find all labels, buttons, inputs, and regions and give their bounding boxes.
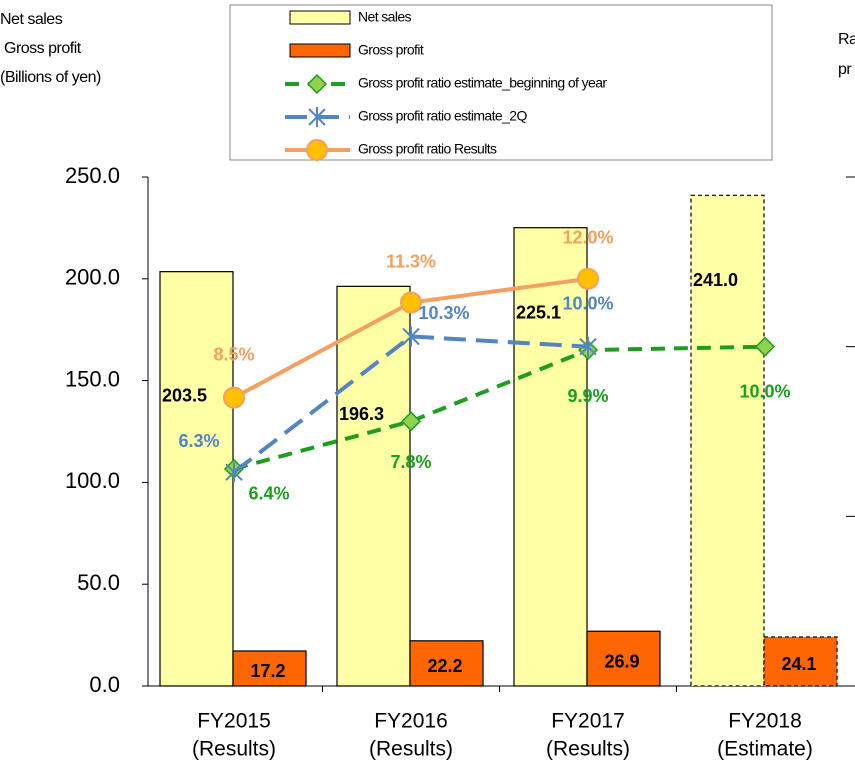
legend-label: Gross profit ratio Results: [358, 141, 497, 157]
marker: [308, 107, 326, 127]
x-tick-label: FY2016: [374, 710, 448, 733]
bar: [690, 194, 765, 687]
x-tick-label: (Estimate): [717, 738, 813, 761]
marker: [579, 336, 597, 357]
x-tick-label: (Results): [546, 738, 630, 761]
bar: [232, 650, 307, 687]
y-axis-label: Net sales: [0, 11, 63, 28]
y-tick-label: 200.0: [65, 265, 120, 290]
data-label: 196.3: [339, 404, 384, 424]
y2-axis-label: Ra: [838, 31, 855, 48]
x-tick-label: (Results): [369, 738, 453, 761]
data-label: 6.3%: [178, 431, 219, 451]
data-label: 241.0: [693, 270, 738, 290]
bar: [409, 640, 484, 687]
data-label: 26.9: [604, 651, 639, 671]
line: [232, 334, 589, 474]
x-tick-label: (Results): [192, 738, 276, 761]
y-axis-label: (Billions of yen): [0, 69, 101, 86]
legend-swatch: [289, 10, 351, 25]
marker: [306, 73, 328, 95]
marker: [402, 326, 420, 347]
y-tick-label: 50.0: [77, 570, 120, 595]
y-tick-label: 0.0: [89, 672, 120, 697]
x-tick-label: FY2017: [551, 710, 625, 733]
y-tick-label: 100.0: [65, 468, 120, 493]
marker: [400, 411, 422, 432]
y-axis-label: Gross profit: [4, 40, 82, 57]
data-label: 225.1: [516, 302, 561, 322]
legend-label: Net sales: [358, 9, 412, 25]
data-label: 9.9%: [567, 386, 608, 406]
data-label: 10.3%: [418, 303, 469, 323]
legend-label: Gross profit ratio estimate_beginning of…: [358, 75, 607, 91]
legend-swatch: [289, 43, 351, 58]
data-label: 10.0%: [739, 381, 790, 401]
marker: [306, 139, 328, 161]
data-label: 8.5%: [213, 344, 254, 364]
marker: [577, 267, 599, 290]
data-label: 24.1: [781, 654, 816, 674]
x-tick-label: FY2015: [197, 710, 271, 733]
bar: [763, 636, 838, 687]
y2-axis-label: pr: [838, 61, 852, 78]
marker: [223, 386, 245, 409]
y-tick-label: 250.0: [65, 163, 120, 188]
x-tick-label: FY2018: [728, 710, 802, 733]
bar: [513, 227, 588, 687]
data-label: 203.5: [162, 385, 207, 405]
data-label: 17.2: [250, 661, 285, 681]
legend-label: Gross profit: [358, 42, 424, 58]
bar: [336, 285, 411, 687]
data-label: 7.8%: [390, 452, 431, 472]
data-label: 22.2: [427, 656, 462, 676]
data-label: 12.0%: [562, 228, 613, 248]
line: [233, 344, 766, 471]
marker: [400, 291, 422, 314]
y-tick-label: 150.0: [65, 366, 120, 391]
data-label: 11.3%: [386, 251, 436, 271]
marker: [225, 462, 243, 483]
data-label: 10.0%: [562, 293, 613, 313]
bar: [586, 630, 661, 687]
marker: [754, 336, 776, 357]
data-label: 6.4%: [248, 484, 289, 504]
legend-label: Gross profit ratio estimate_2Q: [358, 108, 527, 124]
bar: [159, 271, 234, 687]
